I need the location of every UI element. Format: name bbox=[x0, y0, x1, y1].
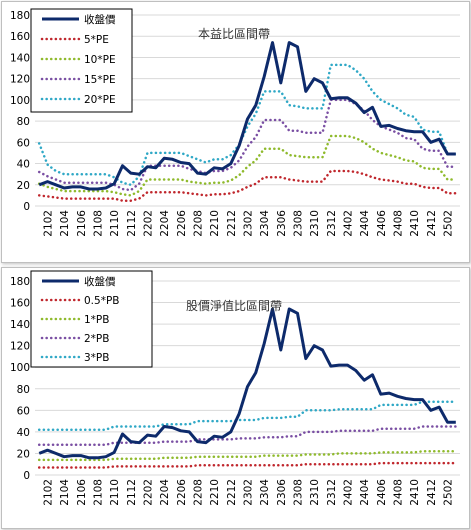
legend-label: 1*PB bbox=[84, 314, 109, 326]
legend-label: 10*PE bbox=[84, 54, 116, 66]
y-tick-label: 140 bbox=[10, 52, 30, 64]
series-line bbox=[37, 400, 458, 431]
legend-label: 20*PE bbox=[84, 94, 116, 106]
legend-label: 收盤價 bbox=[84, 275, 116, 288]
x-tick-label: 2312 bbox=[326, 210, 338, 237]
series-line bbox=[37, 169, 458, 202]
x-tick-label: 2310 bbox=[309, 479, 321, 506]
y-tick-label: 100 bbox=[10, 362, 30, 374]
x-tick-label: 2306 bbox=[276, 210, 288, 237]
x-tick-label: 2202 bbox=[143, 210, 155, 237]
x-tick-label: 2402 bbox=[343, 210, 355, 237]
x-tick-label: 2110 bbox=[109, 479, 121, 506]
series-line bbox=[37, 450, 458, 462]
x-tick-label: 2204 bbox=[159, 479, 171, 506]
y-tick-label: 180 bbox=[10, 10, 30, 22]
x-tick-label: 2312 bbox=[326, 479, 338, 506]
y-tick-label: 20 bbox=[17, 448, 30, 460]
x-tick-label: 2210 bbox=[209, 210, 221, 237]
series-line bbox=[38, 41, 456, 191]
x-tick-label: 2308 bbox=[293, 479, 305, 506]
pe-band-chart: 0 20 40 60 80 100 120 140 160 180 2102 2104 2106 2108… bbox=[10, 8, 460, 237]
legend-label: 2*PB bbox=[84, 333, 109, 345]
x-tick-label: 2108 bbox=[93, 210, 105, 237]
x-tick-label: 2208 bbox=[193, 210, 205, 237]
chart-title: 本益比區間帶 bbox=[198, 27, 270, 41]
x-tick-label: 2102 bbox=[43, 210, 55, 237]
x-tick-label: 2210 bbox=[209, 479, 221, 506]
y-tick-label: 100 bbox=[10, 95, 30, 107]
x-tick-label: 2104 bbox=[59, 210, 71, 237]
legend-label: 0.5*PB bbox=[84, 295, 119, 307]
x-tick-label: 2306 bbox=[276, 479, 288, 506]
x-tick-label: 2206 bbox=[176, 210, 188, 237]
x-tick-label: 2302 bbox=[243, 479, 255, 506]
legend-label: 收盤價 bbox=[84, 13, 116, 26]
x-tick-label: 2112 bbox=[126, 479, 138, 506]
x-tick-label: 2310 bbox=[309, 210, 321, 237]
y-tick-label: 140 bbox=[10, 319, 30, 331]
pb-band-chart-panel: 0 20 40 60 80 100 120 140 160 180 2102 2104 2106 2108… bbox=[1, 267, 470, 529]
series-line bbox=[37, 461, 458, 469]
y-tick-label: 80 bbox=[17, 116, 30, 128]
x-tick-label: 2502 bbox=[443, 210, 455, 237]
x-tick-label: 2410 bbox=[409, 479, 421, 506]
x-tick-label: 2412 bbox=[426, 479, 438, 506]
legend-label: 5*PE bbox=[84, 34, 109, 46]
x-tick-label: 2212 bbox=[226, 210, 238, 237]
x-tick-label: 2412 bbox=[426, 210, 438, 237]
x-tick-label: 2406 bbox=[376, 479, 388, 506]
pb-band-chart: 0 20 40 60 80 100 120 140 160 180 2102 2104 2106 2108… bbox=[10, 270, 460, 506]
x-tick-label: 2102 bbox=[43, 479, 55, 506]
x-tick-label: 2404 bbox=[359, 210, 371, 237]
x-tick-label: 2108 bbox=[93, 479, 105, 506]
x-tick-label: 2404 bbox=[359, 479, 371, 506]
x-tick-label: 2106 bbox=[76, 210, 88, 237]
legend-box bbox=[30, 8, 133, 113]
series-line bbox=[37, 134, 458, 197]
x-tick-label: 2104 bbox=[59, 479, 71, 506]
y-tick-label: 0 bbox=[23, 470, 30, 482]
y-tick-label: 80 bbox=[17, 384, 30, 396]
x-tick-label: 2406 bbox=[376, 210, 388, 237]
series-line bbox=[37, 98, 458, 192]
pe-band-chart-panel: 0 20 40 60 80 100 120 140 160 180 2102 2104 2106 2108… bbox=[1, 1, 470, 263]
x-tick-label: 2202 bbox=[143, 479, 155, 506]
x-tick-label: 2112 bbox=[126, 210, 138, 237]
series-line bbox=[37, 63, 458, 187]
y-tick-label: 20 bbox=[17, 180, 30, 192]
x-tick-label: 2304 bbox=[259, 210, 271, 237]
y-tick-label: 60 bbox=[17, 137, 30, 149]
chart-title: 股價淨值比區間帶 bbox=[186, 298, 282, 313]
series-line bbox=[38, 307, 456, 460]
x-tick-label: 2304 bbox=[259, 479, 271, 506]
legend-label: 3*PB bbox=[84, 352, 109, 364]
y-tick-label: 40 bbox=[17, 427, 30, 439]
legend-label: 15*PE bbox=[84, 74, 116, 86]
x-tick-label: 2408 bbox=[393, 210, 405, 237]
x-tick-label: 2408 bbox=[393, 479, 405, 506]
x-tick-label: 2402 bbox=[343, 479, 355, 506]
x-tick-label: 2308 bbox=[293, 210, 305, 237]
x-tick-label: 2410 bbox=[409, 210, 421, 237]
x-tick-label: 2502 bbox=[443, 479, 455, 506]
y-tick-label: 0 bbox=[23, 201, 30, 213]
y-tick-label: 120 bbox=[10, 74, 30, 86]
y-tick-label: 160 bbox=[10, 31, 30, 43]
x-tick-label: 2302 bbox=[243, 210, 255, 237]
y-tick-label: 120 bbox=[10, 341, 30, 353]
x-tick-label: 2212 bbox=[226, 479, 238, 506]
x-tick-label: 2106 bbox=[76, 479, 88, 506]
x-tick-label: 2110 bbox=[109, 210, 121, 237]
x-tick-label: 2208 bbox=[193, 479, 205, 506]
x-tick-label: 2204 bbox=[159, 210, 171, 237]
y-tick-label: 40 bbox=[17, 159, 30, 171]
series-line bbox=[37, 425, 458, 447]
y-tick-label: 180 bbox=[10, 276, 30, 288]
y-tick-label: 160 bbox=[10, 298, 30, 310]
y-tick-label: 60 bbox=[17, 405, 30, 417]
x-tick-label: 2206 bbox=[176, 479, 188, 506]
